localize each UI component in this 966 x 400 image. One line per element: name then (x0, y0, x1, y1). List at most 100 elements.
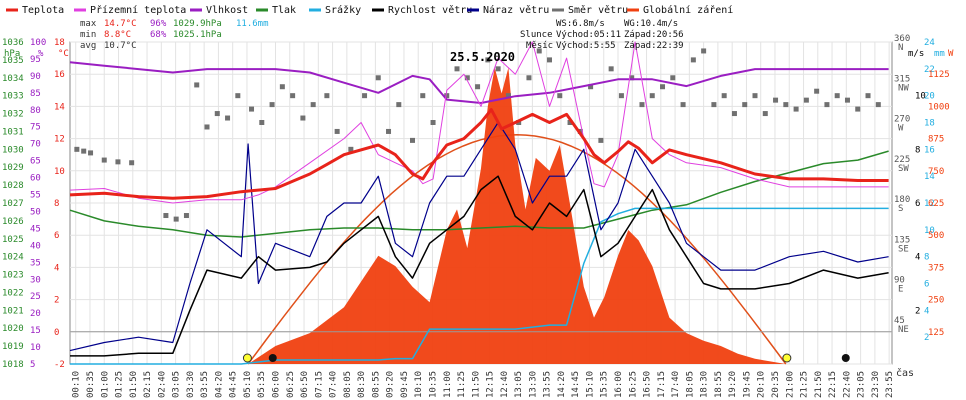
time-tick-label: 07:40 (329, 371, 339, 398)
rain-tick-label: 2 (924, 333, 929, 343)
series-globalni-zareni (248, 67, 786, 365)
direction-tick-label: 180 (894, 195, 910, 205)
direction-letter-label: SW (898, 164, 909, 174)
time-tick-label: 23:55 (885, 371, 895, 398)
direction-letter-label: NW (898, 83, 909, 93)
wind-direction-point (834, 93, 840, 99)
hpa-tick-label: 1022 (2, 288, 24, 298)
temp-tick-label: 8 (54, 199, 59, 209)
time-tick-label: 16:00 (614, 371, 624, 398)
rain-tick-label: 24 (924, 38, 935, 48)
wind-direction-point (300, 115, 306, 121)
hpa-tick-label: 1023 (2, 271, 24, 281)
info-ws: WS:6.8m/s (556, 19, 605, 29)
time-tick-label: 01:50 (129, 371, 139, 398)
time-tick-label: 08:55 (371, 371, 381, 398)
direction-letter-label: NE (898, 325, 909, 335)
wind-direction-point (290, 93, 296, 99)
wind-tick-label: 6 (915, 199, 920, 209)
info-moon-set: Západ:22:39 (624, 41, 684, 51)
wind-direction-point (844, 97, 850, 103)
legend-label: Globální záření (643, 4, 733, 16)
temp-tick-label: 10 (54, 167, 65, 177)
wind-direction-point (680, 102, 686, 108)
humidity-tick-label: 70 (30, 140, 41, 150)
stat-min-hum: 68% (150, 30, 167, 40)
time-tick-label: 13:05 (514, 371, 524, 398)
wind-direction-point (536, 48, 542, 54)
time-tick-label: 18:05 (685, 371, 695, 398)
stat-max-temp: 14.7°C (104, 19, 137, 29)
wind-direction-point (88, 150, 94, 156)
wind-direction-point (324, 93, 330, 99)
humidity-tick-label: 95 (30, 55, 41, 65)
humidity-tick-label: 45 (30, 224, 41, 234)
time-tick-label: 10:35 (428, 371, 438, 398)
wind-direction-point (505, 93, 511, 99)
time-tick-label: 23:30 (871, 371, 881, 398)
time-tick-label: 15:35 (600, 371, 610, 398)
hpa-unit-label: hPa (4, 49, 20, 59)
radiation-unit-label: W (948, 49, 954, 59)
temp-tick-label: 0 (54, 328, 59, 338)
time-tick-label: 05:10 (243, 371, 253, 398)
wind-direction-point (348, 146, 354, 152)
temp-unit-label: °C (58, 49, 69, 59)
direction-letter-label: SE (898, 244, 909, 254)
time-tick-label: 21:00 (785, 371, 795, 398)
rain-tick-label: 6 (924, 280, 929, 290)
wind-direction-point (824, 102, 830, 108)
temp-tick-label: 12 (54, 135, 65, 145)
time-tick-label: 11:00 (443, 371, 453, 398)
hpa-tick-label: 1019 (2, 342, 24, 352)
wind-direction-point (279, 84, 285, 90)
legend-label: Teplota (22, 5, 64, 16)
humidity-tick-label: 5 (30, 360, 35, 370)
temp-tick-label: 16 (54, 70, 65, 80)
wind-direction-point (173, 216, 179, 222)
wind-tick-label: 4 (915, 253, 920, 263)
wind-direction-point (475, 84, 481, 90)
humidity-tick-label: 25 (30, 292, 41, 302)
wind-direction-point (742, 102, 748, 108)
wind-direction-point (410, 137, 415, 143)
wind-direction-point (773, 97, 779, 103)
wind-direction-point (420, 93, 426, 99)
wind-direction-point (567, 120, 573, 125)
info-wg: WG:10.4m/s (624, 19, 678, 29)
wind-direction-point (454, 66, 460, 72)
wind-direction-point (129, 160, 135, 166)
chart-title: 25.5.2020 (450, 50, 515, 64)
radiation-tick-label: 875 (928, 135, 944, 145)
wind-direction-point (803, 97, 809, 103)
info-sun-label: Slunce (520, 30, 553, 40)
wind-direction-point (204, 124, 210, 130)
time-tick-label: 01:25 (115, 371, 125, 398)
direction-tick-label: 360 (894, 34, 910, 44)
info-moon-label: Měsíc (526, 41, 553, 51)
humidity-tick-label: 40 (30, 241, 41, 251)
hpa-tick-label: 1024 (2, 253, 24, 263)
time-tick-label: 16:50 (643, 371, 653, 398)
rain-tick-label: 18 (924, 119, 935, 129)
series-tlak (69, 150, 889, 238)
wind-tick-label: 2 (915, 306, 920, 316)
temp-tick-label: 6 (54, 231, 59, 241)
wind-direction-point (783, 102, 789, 108)
wind-direction-point (629, 75, 635, 81)
rain-tick-label: 20 (924, 92, 935, 102)
rain-tick-label: 10 (924, 226, 935, 236)
radiation-tick-label: 500 (928, 231, 944, 241)
time-tick-label: 12:40 (500, 371, 510, 398)
stat-max-rain: 11.6mm (236, 19, 269, 29)
time-tick-label: 23:05 (857, 371, 867, 398)
time-tick-label: 02:40 (157, 371, 167, 398)
time-tick-label: 03:30 (186, 371, 196, 398)
time-tick-label: 16:25 (628, 371, 638, 398)
wind-direction-point (670, 75, 676, 81)
wind-tick-label: 8 (915, 145, 920, 155)
info-sun-set: Západ:20:56 (624, 30, 684, 40)
wind-direction-point (375, 75, 381, 81)
temp-tick-label: 4 (54, 263, 59, 273)
temp-tick-label: 2 (54, 296, 59, 306)
